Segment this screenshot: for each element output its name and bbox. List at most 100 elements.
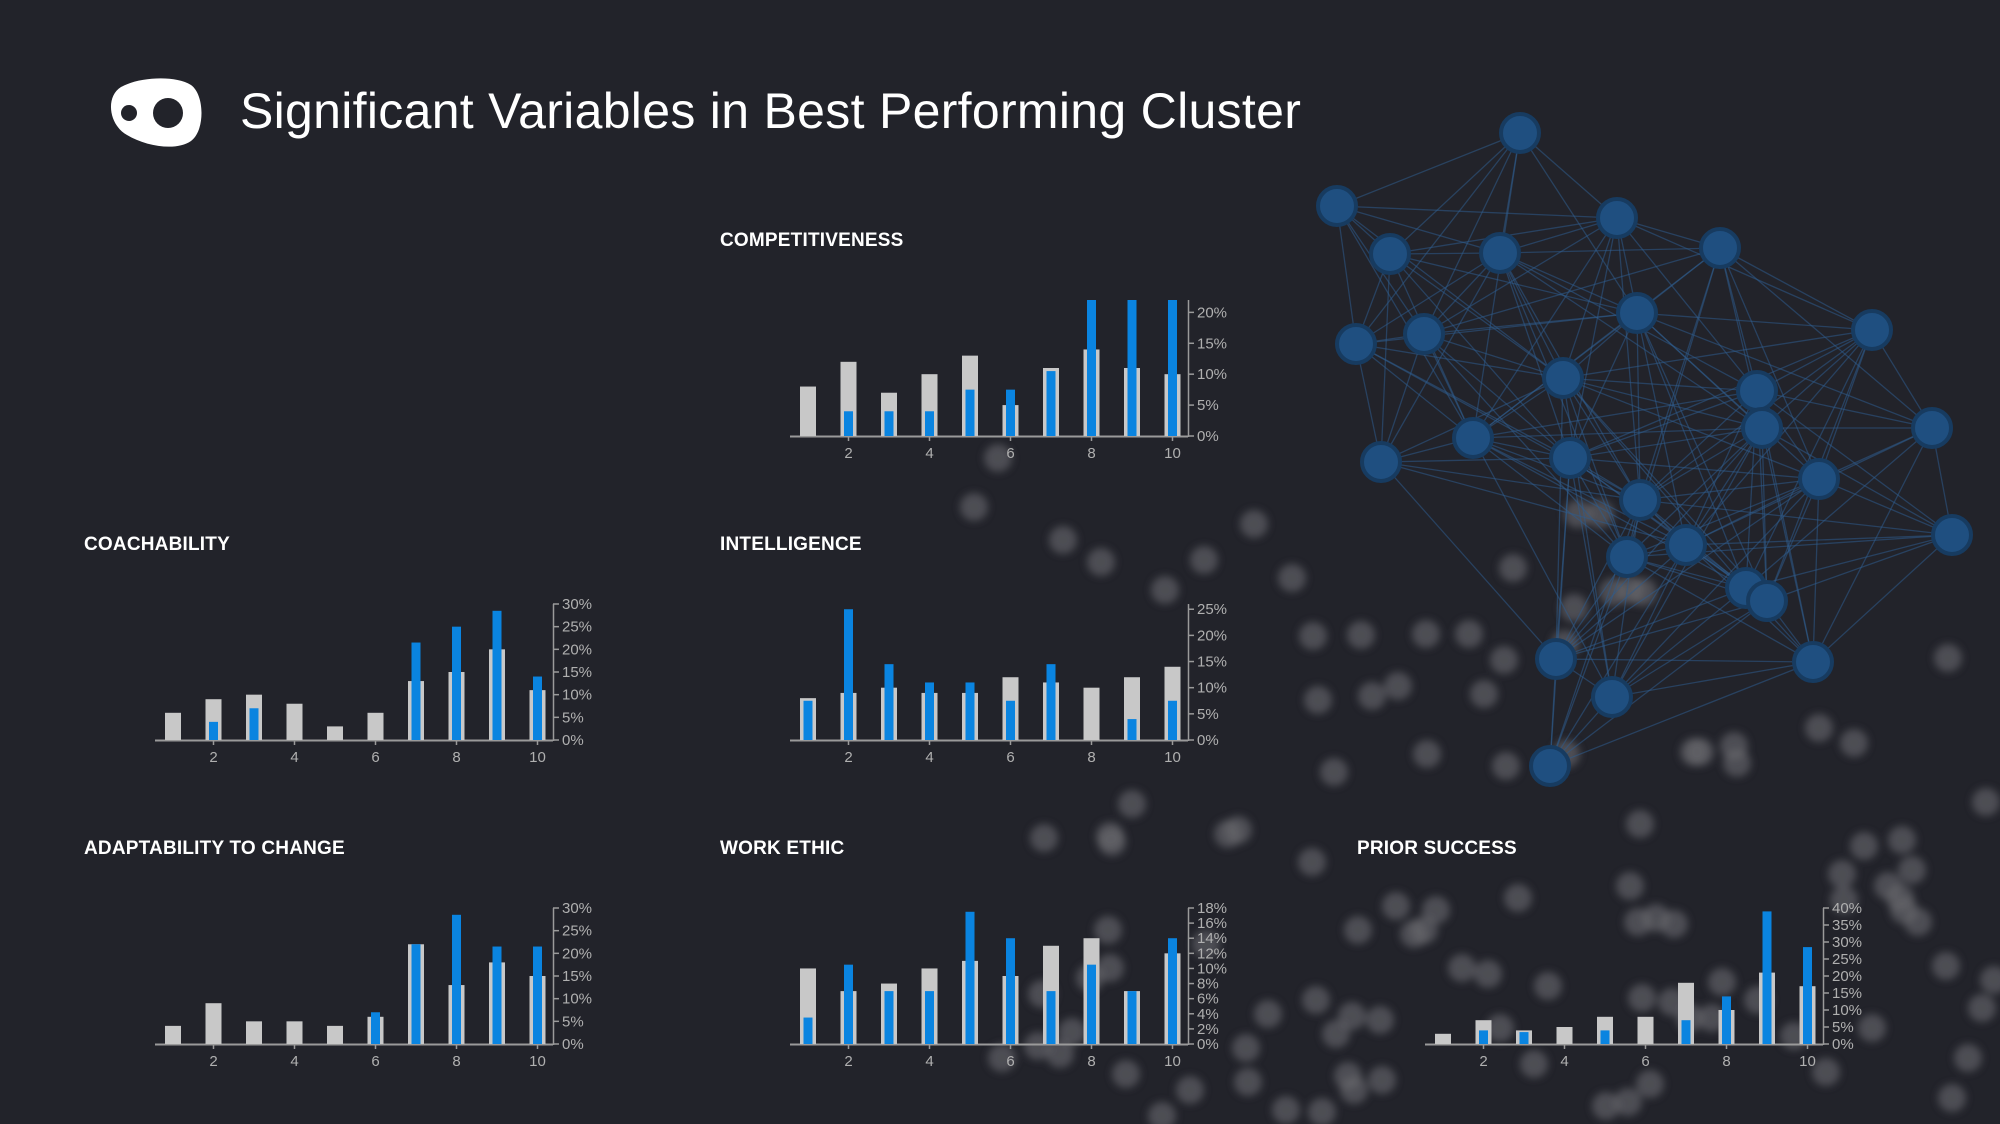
- y-tick-label: 16%: [1197, 915, 1227, 932]
- y-tick-label: 30%: [1832, 934, 1862, 951]
- y-tick-label: 30%: [562, 900, 592, 917]
- bar-best-cluster: [844, 411, 853, 436]
- bar-best-cluster: [249, 708, 259, 740]
- bar-best-cluster: [533, 946, 542, 1044]
- bar-best-cluster: [1681, 1020, 1691, 1044]
- bar-best-cluster: [965, 911, 975, 1044]
- bar-best-cluster: [1168, 700, 1177, 740]
- y-tick-label: 10%: [1832, 1002, 1862, 1019]
- y-tick-label: 20%: [1197, 627, 1227, 644]
- y-tick-label: 20%: [562, 945, 592, 962]
- bar-best-cluster: [884, 991, 894, 1044]
- bar-best-cluster: [925, 682, 934, 740]
- chart-title-competitiveness: COMPETITIVENESS: [720, 230, 904, 251]
- y-tick-label: 20%: [562, 641, 592, 658]
- chart-competitiveness: 2 4 6 8 10 0% 5% 10% 15% 20%: [790, 300, 1227, 462]
- y-tick-label: 0%: [1832, 1036, 1854, 1053]
- chart-intelligence: 2 4 6 8 10 0% 5% 10% 15% 20% 25%: [790, 601, 1227, 766]
- y-tick-label: 0%: [1197, 1036, 1219, 1053]
- bar-best-cluster: [492, 946, 502, 1044]
- x-tick-label: 8: [1087, 445, 1095, 462]
- bar-all: [286, 1021, 303, 1044]
- network-edges: [1336, 132, 1953, 767]
- x-tick-label: 4: [1560, 1053, 1568, 1070]
- bar-best-cluster: [1479, 1030, 1488, 1044]
- bar-best-cluster: [371, 1012, 380, 1044]
- y-tick-label: 18%: [1197, 900, 1227, 917]
- y-tick-label: 0%: [562, 1036, 584, 1053]
- bar-all: [165, 712, 181, 740]
- x-tick-label: 10: [1164, 1053, 1181, 1070]
- y-tick-label: 5%: [562, 709, 584, 726]
- y-tick-label: 25%: [562, 923, 592, 940]
- bar-best-cluster: [1168, 300, 1177, 436]
- chart-adaptability: 2 4 6 8 10 0% 5% 10% 15% 20% 25% 30%: [155, 900, 592, 1070]
- bar-best-cluster: [1127, 719, 1137, 740]
- bar-best-cluster: [884, 411, 894, 436]
- chart-title-adaptability: ADAPTABILITY TO CHANGE: [84, 838, 345, 859]
- x-tick-label: 6: [1006, 749, 1014, 766]
- bar-best-cluster: [1087, 964, 1096, 1044]
- y-tick-label: 10%: [562, 687, 592, 704]
- eye-mask-logo-icon: [110, 78, 202, 147]
- bar-best-cluster: [925, 991, 934, 1044]
- bar-best-cluster: [209, 721, 218, 740]
- y-tick-label: 10%: [1197, 960, 1227, 977]
- bar-all: [1556, 1027, 1573, 1044]
- x-tick-label: 6: [371, 1053, 379, 1070]
- y-tick-label: 15%: [1197, 335, 1227, 352]
- x-tick-label: 8: [1722, 1053, 1730, 1070]
- blurred-dots: [960, 444, 2000, 1124]
- y-tick-label: 6%: [1197, 991, 1219, 1008]
- bar-all: [205, 1003, 222, 1044]
- x-tick-label: 8: [1087, 749, 1095, 766]
- page-title: Significant Variables in Best Performing…: [240, 83, 1302, 139]
- bar-best-cluster: [1046, 371, 1056, 436]
- y-tick-label: 0%: [1197, 428, 1219, 445]
- x-tick-label: 6: [371, 749, 379, 766]
- bar-best-cluster: [1600, 1030, 1610, 1044]
- bar-best-cluster: [844, 609, 853, 740]
- bar-best-cluster: [533, 676, 542, 740]
- y-tick-label: 5%: [1197, 397, 1219, 414]
- y-tick-label: 12%: [1197, 945, 1227, 962]
- x-tick-label: 4: [925, 445, 933, 462]
- y-tick-label: 25%: [1832, 951, 1862, 968]
- x-tick-label: 8: [452, 1053, 460, 1070]
- bar-best-cluster: [492, 610, 502, 740]
- y-tick-label: 20%: [1832, 968, 1862, 985]
- bar-all: [246, 1021, 262, 1044]
- y-tick-label: 10%: [1197, 366, 1227, 383]
- y-tick-label: 10%: [562, 991, 592, 1008]
- x-tick-label: 2: [209, 1053, 217, 1070]
- y-tick-label: 30%: [562, 596, 592, 613]
- bar-best-cluster: [884, 664, 894, 740]
- chart-title-intelligence: INTELLIGENCE: [720, 534, 862, 555]
- x-tick-label: 10: [1164, 445, 1181, 462]
- y-tick-label: 5%: [562, 1013, 584, 1030]
- chart-title-prior-success: PRIOR SUCCESS: [1357, 838, 1517, 859]
- bar-best-cluster: [844, 964, 853, 1044]
- chart-work-ethic: 2 4 6 8 10 0%2%4%6%8%10%12%14%16%18%: [790, 900, 1227, 1070]
- y-tick-label: 5%: [1832, 1019, 1854, 1036]
- network-nodes: [1316, 112, 1973, 787]
- y-tick-label: 10%: [1197, 680, 1227, 697]
- chart-title-coachability: COACHABILITY: [84, 534, 230, 555]
- bar-all: [1637, 1016, 1654, 1044]
- bar-best-cluster: [1006, 700, 1015, 740]
- x-tick-label: 6: [1641, 1053, 1649, 1070]
- chart-title-work-ethic: WORK ETHIC: [720, 838, 845, 859]
- bar-best-cluster: [1519, 1032, 1529, 1044]
- bar-best-cluster: [1127, 991, 1137, 1044]
- bar-best-cluster: [1762, 911, 1772, 1044]
- bar-best-cluster: [803, 1017, 813, 1044]
- y-tick-label: 40%: [1832, 900, 1862, 917]
- bar-best-cluster: [411, 642, 421, 740]
- y-tick-label: 25%: [562, 619, 592, 636]
- bar-best-cluster: [965, 389, 975, 436]
- bar-all: [1435, 1033, 1451, 1044]
- chart-prior-success: 2 4 6 8 10 0%5%10%15%20%25%30%35%40%: [1425, 900, 1862, 1070]
- bar-best-cluster: [965, 682, 975, 740]
- y-tick-label: 4%: [1197, 1006, 1219, 1023]
